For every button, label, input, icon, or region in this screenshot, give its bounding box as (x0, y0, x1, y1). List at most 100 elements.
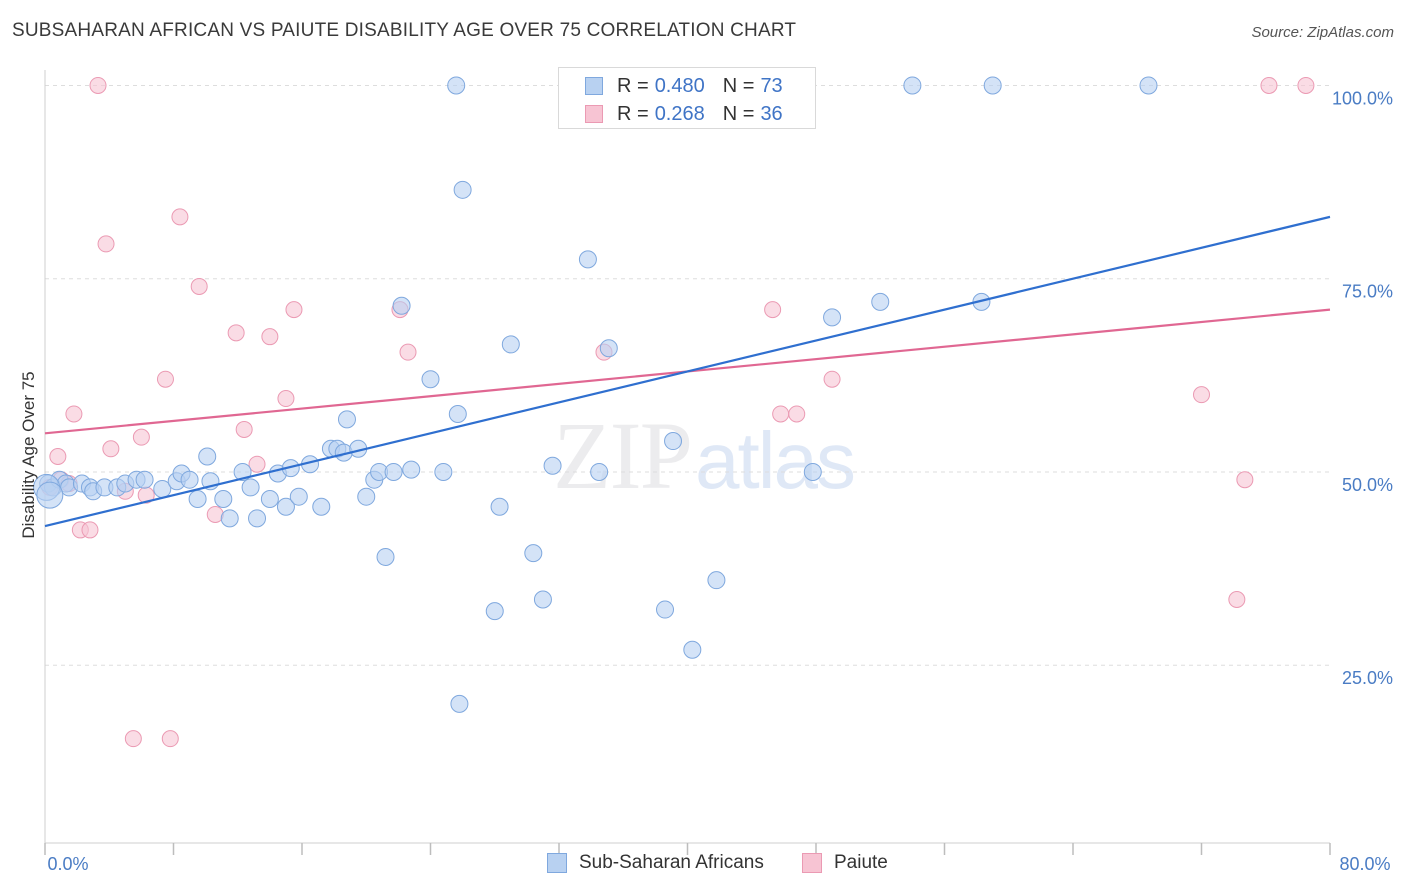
tick-labels: 25.0% 50.0% 75.0% 100.0% 0.0% 80.0% (47, 88, 1393, 874)
chart-title: SUBSAHARAN AFRICAN VS PAIUTE DISABILITY … (12, 20, 797, 41)
paiute-point (65, 405, 83, 423)
paiute-point (235, 420, 253, 438)
paiute-point (277, 390, 295, 408)
legend-n-label: N = (722, 74, 755, 97)
legend-r-label: R = (617, 102, 649, 125)
paiute-point (399, 343, 417, 361)
subsaharan-point (448, 404, 467, 423)
subsaharan-point (578, 250, 597, 269)
paiute-point (161, 730, 179, 748)
subsaharan-point (248, 509, 267, 528)
subsaharan-point (524, 544, 543, 563)
watermark-zip: ZIP (553, 402, 693, 509)
paiute-point (89, 76, 107, 94)
paiute-point (206, 505, 224, 523)
subsaharan-point (214, 490, 233, 509)
subsaharan-point (312, 497, 331, 516)
legend-n-value: 73 (760, 74, 783, 97)
y-tick-label: 25.0% (1342, 668, 1393, 688)
legend-swatch-pink (585, 105, 603, 123)
subsaharan-point (135, 470, 154, 489)
legend-row-paiute: R = 0.268 N = 36 (585, 101, 783, 127)
paiute-point (772, 405, 790, 423)
subsaharan-point (447, 76, 466, 95)
series-legend-subsaharan: Sub-Saharan Africans (547, 852, 764, 874)
subsaharan-point (683, 640, 702, 659)
paiute-point (132, 428, 150, 446)
y-tick-label: 100.0% (1332, 88, 1393, 108)
subsaharan-point (599, 339, 618, 358)
subsaharan-point (233, 462, 252, 481)
series-legend-paiute: Paiute (802, 852, 888, 874)
subsaharan-trend-line (44, 215, 1331, 528)
subsaharan-point (656, 600, 675, 619)
subsaharan-point (384, 462, 403, 481)
legend-r-label: R = (617, 74, 649, 97)
paiute-point (156, 370, 174, 388)
subsaharan-point (241, 478, 260, 497)
paiute-point (1260, 76, 1278, 94)
legend-row-subsaharan: R = 0.480 N = 73 (585, 73, 783, 99)
subsaharan-point (490, 497, 509, 516)
x-tick-label-max: 80.0% (1339, 854, 1390, 874)
paiute-point (261, 328, 279, 346)
subsaharan-point (289, 487, 308, 506)
y-axis-title: Disability Age Over 75 (19, 371, 38, 538)
subsaharan-point (803, 462, 822, 481)
subsaharan-point (220, 509, 239, 528)
series-swatch-blue (547, 853, 567, 873)
subsaharan-point (36, 481, 64, 509)
paiute-point (97, 235, 115, 253)
paiute-point (1193, 386, 1210, 404)
paiute-point (764, 301, 782, 319)
subsaharan-point (434, 462, 453, 481)
paiute-point (171, 208, 189, 226)
subsaharan-point (421, 370, 440, 389)
subsaharan-point (1139, 76, 1158, 95)
paiute-point (81, 521, 99, 539)
paiute-point (1297, 76, 1315, 94)
subsaharan-point (501, 335, 520, 354)
subsaharan-point (392, 296, 411, 315)
paiute-points (41, 76, 1315, 748)
correlation-legend: R = 0.480 N = 73 R = 0.268 N = 36 (558, 67, 816, 129)
series-label-subsaharan: Sub-Saharan Africans (579, 852, 764, 873)
subsaharan-point (543, 456, 562, 475)
watermark: ZIPatlas (553, 400, 856, 511)
legend-r-value: 0.480 (654, 74, 705, 97)
x-tick-label-min: 0.0% (47, 854, 88, 874)
legend-n-label: N = (722, 102, 755, 125)
subsaharan-point (337, 410, 356, 429)
subsaharan-point (357, 487, 376, 506)
paiute-point (1236, 471, 1254, 489)
subsaharan-point (485, 602, 504, 621)
subsaharan-point (276, 497, 295, 516)
paiute-point (285, 301, 303, 319)
subsaharan-point (533, 590, 552, 609)
subsaharan-point (983, 76, 1002, 95)
paiute-point (227, 324, 245, 342)
paiute-point (788, 405, 806, 423)
paiute-point (248, 455, 266, 473)
grid-lines (45, 84, 1330, 666)
y-tick-label: 50.0% (1342, 475, 1393, 495)
paiute-point (49, 448, 67, 465)
subsaharan-point (453, 180, 472, 199)
y-tick-label: 75.0% (1342, 282, 1393, 302)
legend-swatch-blue (585, 77, 603, 95)
paiute-point (823, 370, 841, 388)
subsaharan-point (903, 76, 922, 95)
subsaharan-point (402, 460, 421, 479)
subsaharan-point (198, 447, 217, 466)
paiute-point (124, 730, 142, 748)
subsaharan-point (707, 571, 726, 590)
subsaharan-point (376, 547, 395, 566)
subsaharan-point (260, 490, 279, 509)
series-swatch-pink (802, 853, 822, 873)
subsaharan-point (180, 470, 199, 489)
paiute-point (1228, 591, 1246, 609)
subsaharan-point (823, 308, 842, 327)
trend-lines (44, 215, 1331, 528)
subsaharan-point (871, 292, 890, 311)
